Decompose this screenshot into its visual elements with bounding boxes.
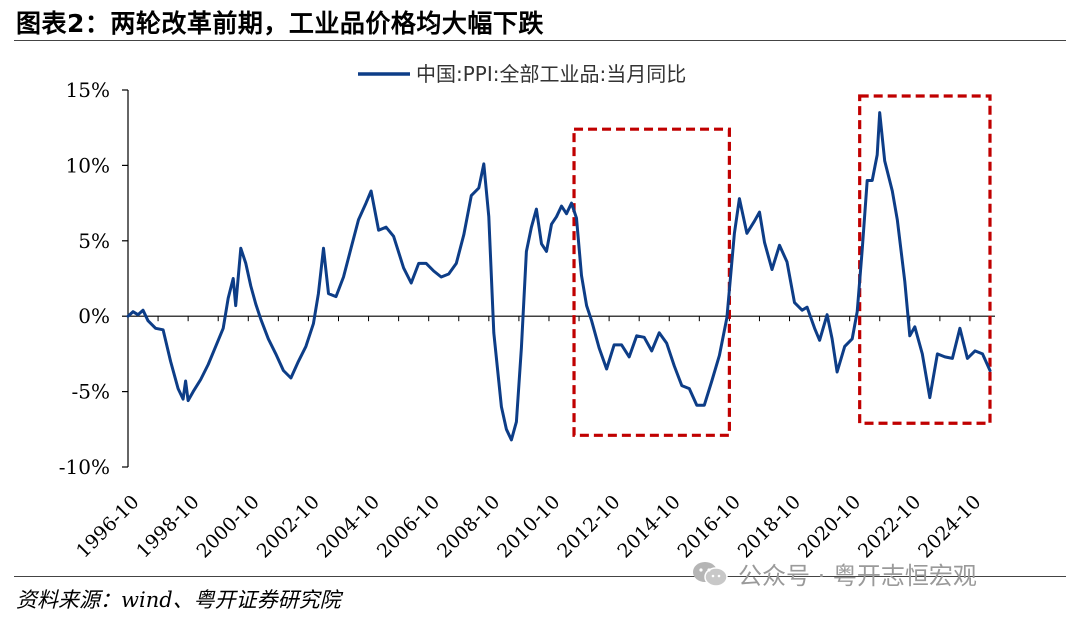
y-tick-label: 10%: [66, 153, 110, 177]
highlight-box: [858, 94, 992, 425]
x-tick-label: 2020-10: [794, 491, 865, 562]
x-tick-label: 2008-10: [433, 491, 504, 562]
x-tick-label: 2014-10: [613, 491, 684, 562]
source-note: 资料来源：wind、粤开证券研究院: [16, 588, 341, 612]
watermark: 公众号 · 粤开志恒宏观: [690, 556, 977, 591]
top-divider: [14, 40, 1066, 41]
x-tick-label: 2004-10: [313, 491, 384, 562]
x-tick-label: 2006-10: [373, 491, 444, 562]
highlight-box: [572, 127, 731, 437]
x-tick-label: 2016-10: [674, 491, 745, 562]
bottom-divider: [14, 576, 1066, 577]
x-tick-label: 2024-10: [914, 491, 985, 562]
y-tick-label: 0%: [78, 304, 110, 328]
x-tick-label: 2012-10: [553, 491, 624, 562]
watermark-text: 公众号 · 粤开志恒宏观: [738, 562, 977, 590]
wechat-icon: [693, 561, 728, 587]
x-tick-label: 1996-10: [72, 491, 143, 562]
y-tick-label: 5%: [78, 229, 110, 253]
page-title: 图表2：两轮改革前期，工业品价格均大幅下跌: [16, 9, 544, 38]
x-tick-label: 2010-10: [493, 491, 564, 562]
x-tick-label: 1998-10: [132, 491, 203, 562]
y-tick-label: -5%: [72, 380, 111, 404]
x-tick-label: 2002-10: [253, 491, 324, 562]
x-tick-label: 2018-10: [734, 491, 805, 562]
y-tick-label: -10%: [59, 455, 110, 479]
x-tick-label: 2000-10: [192, 491, 263, 562]
y-tick-label: 15%: [66, 78, 110, 102]
legend-label: 中国:PPI:全部工业品:当月同比: [416, 62, 686, 86]
x-tick-label: 2022-10: [854, 491, 925, 562]
series-line: [126, 111, 992, 442]
